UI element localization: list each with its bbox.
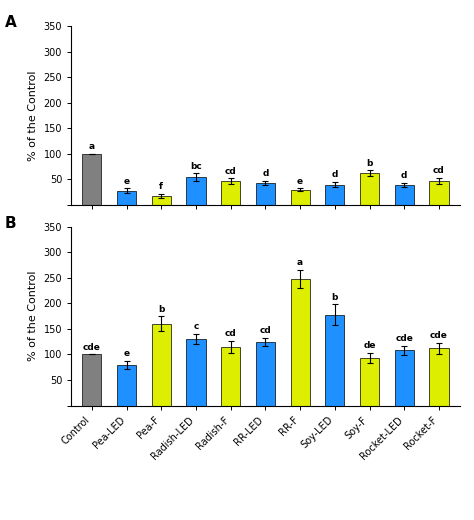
Text: e: e: [124, 177, 130, 186]
Text: cde: cde: [430, 331, 448, 340]
Bar: [256, 183, 275, 205]
Bar: [256, 342, 275, 406]
Bar: [82, 355, 101, 406]
Bar: [221, 347, 240, 406]
Text: e: e: [297, 177, 303, 186]
Y-axis label: % of the Control: % of the Control: [28, 70, 38, 161]
Bar: [186, 177, 206, 205]
Bar: [186, 339, 206, 406]
Text: b: b: [332, 293, 338, 302]
Text: b: b: [366, 159, 373, 168]
Text: c: c: [193, 322, 199, 331]
Bar: [325, 315, 345, 406]
Bar: [395, 350, 414, 406]
Bar: [82, 154, 101, 205]
Bar: [325, 185, 345, 205]
Text: d: d: [401, 171, 408, 180]
Text: a: a: [297, 258, 303, 267]
Text: cd: cd: [260, 326, 271, 335]
Text: cd: cd: [433, 166, 445, 175]
Text: de: de: [363, 341, 376, 350]
Bar: [117, 191, 136, 205]
Bar: [117, 365, 136, 406]
Bar: [360, 173, 379, 205]
Bar: [221, 181, 240, 205]
Text: d: d: [262, 170, 269, 178]
Bar: [429, 348, 448, 406]
Bar: [429, 181, 448, 205]
Text: b: b: [158, 305, 164, 314]
Bar: [360, 358, 379, 406]
Text: a: a: [89, 142, 95, 151]
Bar: [152, 196, 171, 205]
Text: B: B: [5, 216, 17, 231]
Text: cd: cd: [225, 329, 237, 338]
Text: cde: cde: [395, 334, 413, 343]
Text: d: d: [332, 171, 338, 179]
Text: A: A: [5, 15, 17, 30]
Text: bc: bc: [190, 162, 202, 171]
Text: e: e: [124, 349, 130, 358]
Y-axis label: % of the Control: % of the Control: [28, 271, 38, 361]
Bar: [152, 324, 171, 406]
Text: f: f: [159, 182, 164, 191]
Bar: [291, 190, 310, 205]
Bar: [395, 185, 414, 205]
Bar: [291, 279, 310, 406]
Text: cde: cde: [83, 343, 101, 352]
Text: cd: cd: [225, 167, 237, 176]
